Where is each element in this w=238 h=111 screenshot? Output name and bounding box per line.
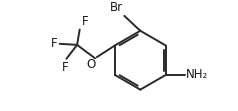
Text: Br: Br [110,1,123,14]
Text: F: F [62,61,69,74]
Text: F: F [51,37,58,50]
Text: F: F [81,15,88,28]
Text: O: O [87,58,96,71]
Text: NH₂: NH₂ [186,68,208,81]
